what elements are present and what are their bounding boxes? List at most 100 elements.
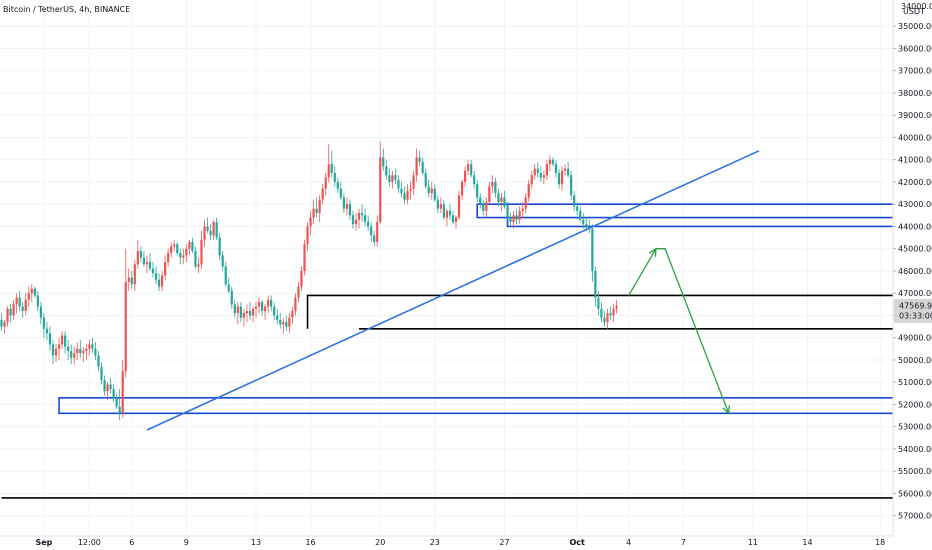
candle-body <box>164 262 167 276</box>
candle-body <box>264 306 267 311</box>
candle-body <box>109 384 112 389</box>
candle-body <box>573 195 576 207</box>
candle-body <box>39 306 42 318</box>
candle-body <box>9 308 12 316</box>
candle-body <box>479 197 482 205</box>
time-tick-label: 6 <box>129 538 134 547</box>
price-tick-label: 51000.00 <box>898 378 932 387</box>
symbol-legend[interactable]: Bitcoin / TetherUS, 4h, BINANCE <box>3 5 131 14</box>
candle-body <box>485 201 488 211</box>
time-tick-label: Oct <box>570 538 586 547</box>
projection-arrow-up <box>648 247 657 257</box>
candle-body <box>524 197 527 209</box>
candle-body <box>497 193 500 202</box>
candle-body <box>321 188 324 200</box>
candle-body <box>188 242 191 249</box>
candle-body <box>121 371 124 414</box>
candle-body <box>112 388 115 398</box>
candle-body <box>273 306 276 316</box>
candle-body <box>239 306 242 318</box>
time-axis[interactable]: Sep 12:00 6 9 13 16 20 23 27 Oct 4 7 11 14 18 <box>0 535 893 547</box>
candle-body <box>303 244 306 271</box>
price-tick-label: 57000.00 <box>898 512 932 521</box>
price-tick-label: 56000.00 <box>898 489 932 498</box>
candle-body <box>42 317 46 329</box>
candle-body <box>79 348 82 354</box>
price-tick-label: 52000.00 <box>898 400 932 409</box>
candle-body <box>397 179 400 189</box>
candle-body <box>227 284 230 291</box>
candle-body <box>291 311 294 318</box>
candle-body <box>88 344 91 349</box>
candle-body <box>260 302 264 311</box>
price-tick-label: 49000.00 <box>898 334 932 343</box>
candle-body <box>500 197 503 202</box>
candle-body <box>367 222 370 227</box>
candle-body <box>18 297 21 307</box>
time-tick-label: 12:00 <box>78 538 101 547</box>
price-tag-box <box>894 298 932 323</box>
candle-body <box>251 308 255 316</box>
time-tick-label: 27 <box>499 538 509 547</box>
zone-box <box>58 396 893 415</box>
time-tick-label: 9 <box>184 538 189 547</box>
projection-path <box>628 248 730 414</box>
candle-body <box>512 215 515 222</box>
price-tick-label: 40000.00 <box>898 133 932 142</box>
candle-body <box>221 255 224 267</box>
price-tick-label: 41000.00 <box>898 156 932 165</box>
candle-body <box>139 250 142 258</box>
candle-body <box>515 215 518 220</box>
candle-body <box>391 175 394 182</box>
price-tick-label: 50000.00 <box>898 356 932 365</box>
price-tick-label: 35000.00 <box>898 22 932 31</box>
candle-body <box>45 328 49 334</box>
candle-body <box>82 351 85 354</box>
candle-body <box>536 168 539 174</box>
price-axis[interactable]: 34000.00USDT 35000.00 36000.00 37000.00 3800… <box>892 0 932 536</box>
price-tick-label: 44000.00 <box>898 222 932 231</box>
candle-body <box>67 346 70 352</box>
candle-body <box>548 159 552 165</box>
candle-body <box>488 186 491 202</box>
price-tick-label: 55000.00 <box>898 467 932 476</box>
candle-body <box>288 317 291 327</box>
candle-body <box>576 206 579 211</box>
candle-body <box>200 239 203 265</box>
candle-body <box>318 199 321 214</box>
candle-body <box>57 344 61 349</box>
candle-body <box>388 175 391 182</box>
candle-body <box>142 257 146 265</box>
candle-body <box>370 226 373 236</box>
candle-body <box>224 266 227 285</box>
candle-body <box>133 264 136 285</box>
zone-box <box>506 204 893 228</box>
candle-body <box>167 253 170 263</box>
candle-body <box>118 406 121 414</box>
candle-body <box>354 219 358 225</box>
price-tag-value: 47569.97 <box>899 301 932 310</box>
candle-body <box>170 246 173 254</box>
candle-body <box>297 286 300 298</box>
candle-body <box>551 159 555 165</box>
candle-body <box>212 222 215 236</box>
price-tag-countdown: 03:33:00 <box>899 311 932 320</box>
last-price-tag: 47569.9703:33:00 <box>894 298 932 323</box>
candle-body <box>3 322 6 327</box>
candle-body <box>557 173 561 185</box>
candle-body <box>424 173 427 187</box>
candle-body <box>206 226 209 231</box>
candle-body <box>491 181 494 187</box>
candle-body <box>409 188 412 191</box>
candle-body <box>506 206 509 218</box>
candle-body <box>591 228 594 271</box>
candle-body <box>0 319 3 327</box>
candle-body <box>312 208 315 218</box>
candle-body <box>36 295 39 307</box>
candle-body <box>254 306 258 309</box>
candle-body <box>124 282 127 372</box>
candle-body <box>482 204 485 211</box>
candle-body <box>103 379 106 392</box>
time-tick-label: 7 <box>681 538 686 547</box>
